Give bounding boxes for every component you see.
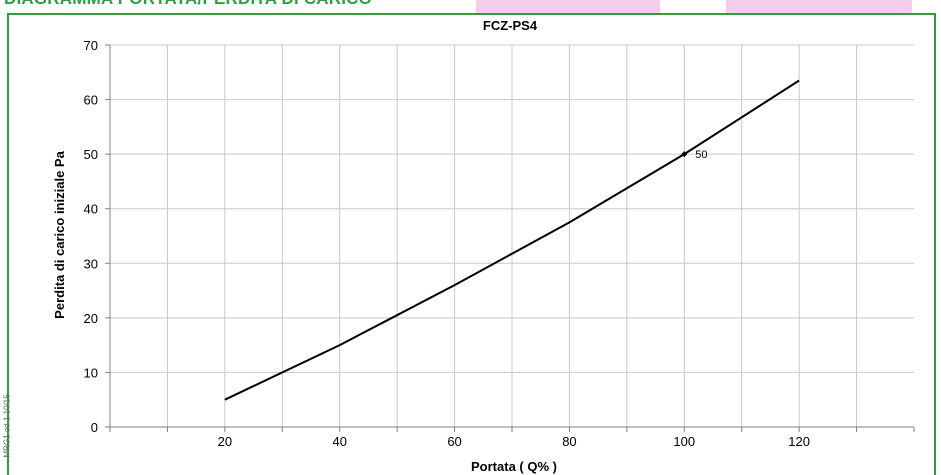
y-tick-label: 0	[91, 420, 98, 435]
data-point-marker	[681, 151, 688, 158]
x-tick-label: 100	[673, 434, 695, 449]
chart-frame	[7, 13, 936, 475]
y-tick-label: 60	[84, 93, 98, 108]
header-tab-right	[726, 0, 912, 13]
series-layer	[224, 79, 800, 401]
x-tick-label: 120	[788, 434, 810, 449]
y-tick-label: 20	[84, 311, 98, 326]
grid-layer	[110, 44, 914, 427]
header-tab-left	[476, 0, 660, 13]
y-tick-label: 50	[84, 147, 98, 162]
x-tick-label: 40	[332, 434, 346, 449]
data-point-label: 50	[695, 149, 707, 161]
label-layer: 50	[681, 149, 708, 161]
y-tick-label: 70	[84, 38, 98, 53]
axes-layer	[105, 44, 915, 432]
y-tick-label: 10	[84, 365, 98, 380]
y-tick-label: 30	[84, 256, 98, 271]
x-tick-label: 20	[218, 434, 232, 449]
x-tick-label: 80	[562, 434, 576, 449]
ticks-layer: 20 40 60 80 100 120 0 10 20 30 40 50 60 70	[84, 38, 810, 449]
series-line	[224, 79, 800, 401]
y-axis-title: Perdita di carico iniziale Pa	[52, 150, 67, 318]
chart-title: FCZ-PS4	[483, 18, 538, 33]
x-axis-title: Portata ( Q% )	[471, 459, 557, 474]
page-heading: DIAGRAMMA PORTATA/PERDITA DI CARICO	[4, 0, 372, 9]
x-tick-label: 60	[447, 434, 461, 449]
y-tick-label: 40	[84, 202, 98, 217]
